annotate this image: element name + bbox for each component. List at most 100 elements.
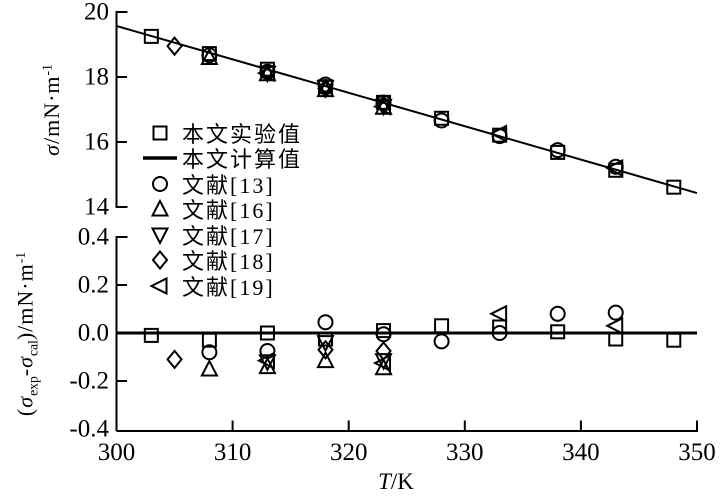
triangle-left-marker (488, 304, 508, 323)
triangle-up-marker (200, 47, 219, 65)
circle-marker (317, 314, 334, 331)
top-series-triangle-left (256, 63, 624, 178)
top-series-diamond (166, 36, 392, 116)
triangle-left-icon (140, 274, 182, 298)
label-part: T (378, 469, 391, 494)
fit-line (116, 25, 698, 194)
bottom-series-triangle-up (200, 350, 393, 377)
diamond-marker (375, 94, 392, 116)
square-marker (666, 179, 682, 195)
legend-marker-canvas (151, 250, 169, 271)
diamond-marker (166, 349, 183, 370)
triangle-down-marker (258, 65, 277, 84)
triangle-left-marker (256, 351, 275, 370)
triangle-left-marker (604, 316, 624, 335)
top-y-axis (115, 11, 128, 208)
top-y-tick-label: 18 (84, 64, 109, 91)
bottom-y-tick-label: -0.4 (69, 416, 109, 443)
bottom-y-tick-label: -0.2 (69, 368, 109, 395)
legend-marker-canvas (152, 125, 168, 141)
square-marker (550, 324, 566, 340)
legend-marker-canvas (152, 175, 168, 192)
bottom-y-axis (115, 236, 128, 431)
x-tick-label: 330 (446, 439, 484, 466)
square-marker (492, 319, 508, 335)
diamond-marker (317, 78, 334, 99)
circle-marker (549, 305, 566, 322)
legend-marker-canvas (150, 227, 170, 245)
legend-item-label: 文献[16] (182, 198, 275, 224)
circle-marker (607, 304, 624, 321)
diamond-marker (151, 250, 169, 271)
square-icon (140, 121, 182, 145)
legend-item-label: 文献[18] (182, 249, 275, 275)
top-y-tick-label: 14 (84, 194, 110, 221)
square-marker (259, 325, 275, 341)
triangle-left-marker (604, 158, 624, 178)
label-part: cal (25, 340, 41, 357)
legend-marker-canvas (150, 199, 170, 217)
bottom-y-tick-label: 0.2 (78, 272, 109, 299)
label-part: exp (25, 376, 41, 396)
circle-marker (433, 333, 450, 350)
x-tick-label: 340 (562, 439, 600, 466)
triangle-left-marker (149, 276, 168, 295)
x-tick-label: 350 (678, 439, 716, 466)
label-part: /K (390, 469, 414, 494)
label-part: - (12, 367, 38, 377)
circle-marker (152, 175, 168, 192)
x-tick-label: 300 (98, 439, 136, 466)
legend-item-label: 本文计算值 (182, 147, 303, 173)
legend-item: 本文计算值 (140, 146, 302, 172)
legend-item: 文献[16] (140, 197, 302, 223)
legend-item-label: 文献[19] (182, 274, 275, 300)
circle-icon (140, 172, 182, 196)
label-part: σ (12, 356, 38, 368)
legend-item: 文献[17] (140, 222, 302, 249)
label-part: σ (12, 395, 38, 408)
square-marker (152, 125, 168, 141)
triangle-up-marker (200, 358, 219, 377)
square-marker (666, 332, 682, 348)
triangle-down-marker (150, 227, 170, 245)
legend-marker-canvas (143, 156, 177, 160)
bottom-y-axis-label: (σexp-σcal)/mN·m-1 (13, 252, 42, 416)
triangle-left-marker (372, 97, 392, 116)
triangle-left-marker (372, 353, 392, 373)
legend-marker-canvas (149, 276, 168, 295)
triangle-down-marker (316, 335, 335, 353)
triangle-down-marker (374, 98, 393, 117)
top-y-tick-label: 16 (84, 129, 109, 156)
legend-item: 文献[19] (140, 273, 302, 300)
triangle-up-icon (140, 197, 182, 221)
legend-item-label: 文献[13] (182, 172, 275, 198)
diamond-marker (317, 339, 334, 360)
triangle-left-marker (256, 63, 275, 83)
square-marker (376, 323, 392, 339)
bottom-series-diamond (166, 339, 392, 370)
triangle-up-marker (150, 199, 170, 217)
diamond-marker (166, 36, 183, 57)
square-marker (434, 318, 450, 334)
top-y-tick-label: 20 (84, 0, 109, 26)
top-y-axis-label: σ/mN·m-1 (39, 64, 65, 156)
legend: 本文实验值 本文计算值 文献[13] 文献[16] 文献[17] 文献[18] 文献[19] (140, 120, 303, 300)
circle-marker (317, 76, 334, 93)
circle-marker (549, 142, 566, 159)
square-marker (143, 327, 159, 343)
label-part: /mN·m (39, 75, 64, 145)
triangle-up-marker (316, 350, 335, 369)
bottom-series-circle (201, 304, 624, 361)
label-part: -1 (39, 64, 55, 76)
x-axis-label: T/K (378, 469, 414, 495)
x-tick-label: 320 (330, 439, 368, 466)
x-tick-label: 310 (214, 439, 252, 466)
triangle-up-marker (374, 357, 393, 376)
bottom-y-tick-label: 0.0 (78, 320, 109, 347)
square-marker (608, 331, 624, 347)
circle-marker (433, 112, 450, 129)
circle-marker (491, 325, 508, 341)
legend-item-label: 本文实验值 (182, 121, 303, 147)
label-part: )/mN·m (12, 263, 38, 341)
